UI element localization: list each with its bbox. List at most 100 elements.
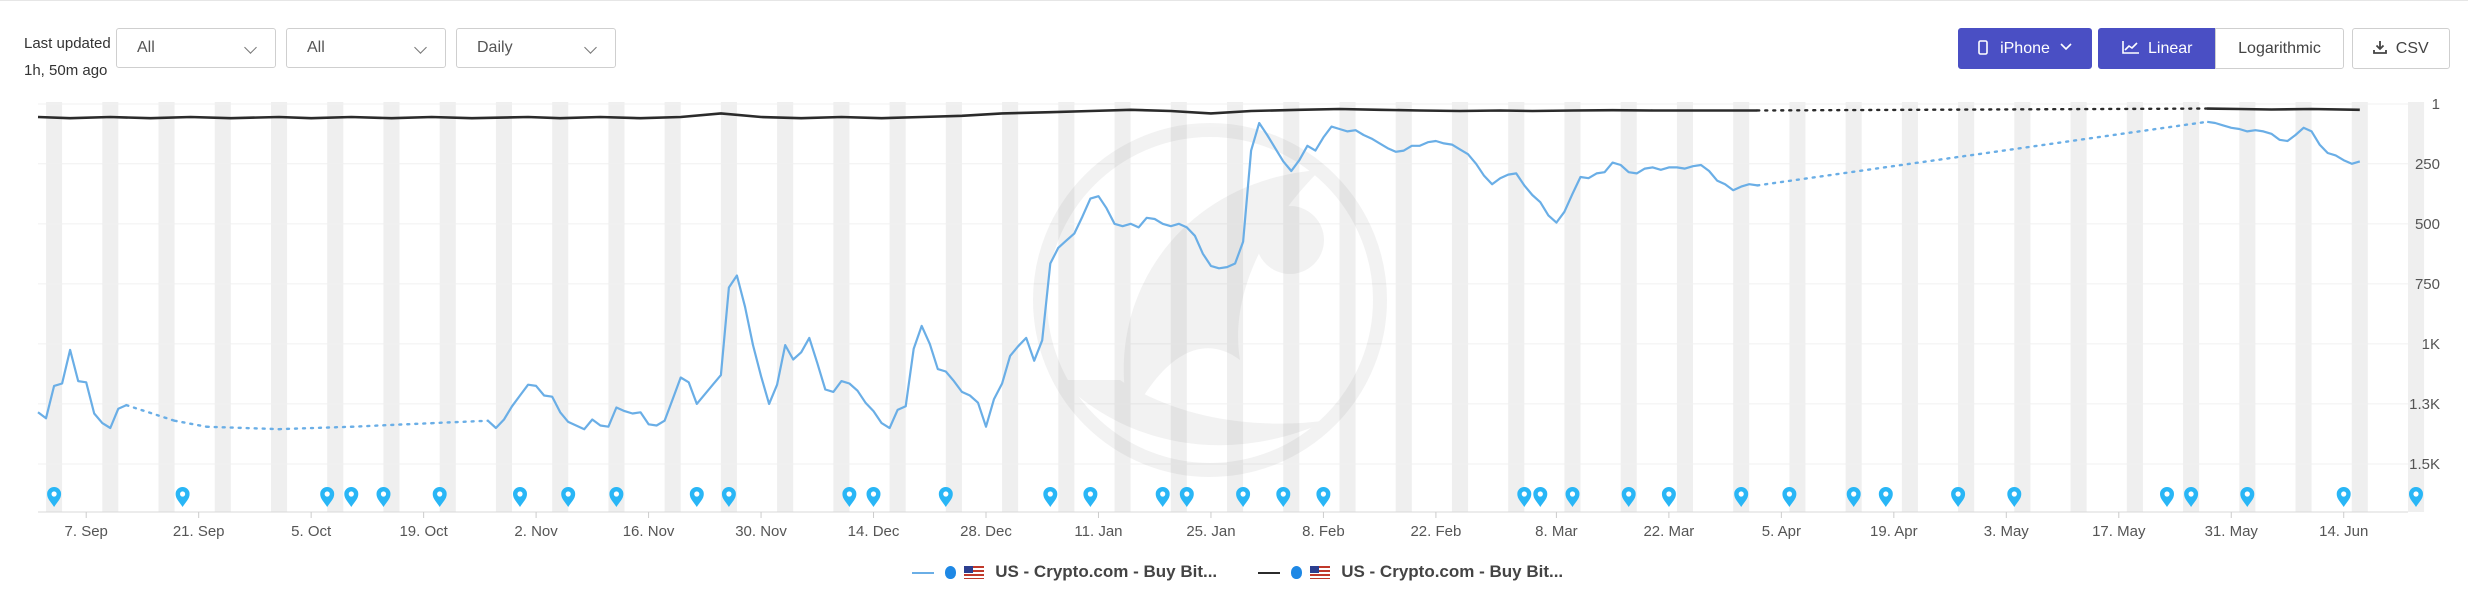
filter-dropdown-1-value: All (137, 39, 155, 56)
event-marker-icon (376, 487, 391, 507)
x-tick-label: 30. Nov (735, 523, 787, 540)
weekend-band (1620, 102, 1637, 512)
scale-linear-button[interactable]: Linear (2098, 28, 2216, 69)
legend-swatch-blue (912, 571, 934, 574)
weekend-band (495, 102, 512, 512)
event-marker-icon (320, 487, 335, 507)
legend-item-1[interactable]: US - Crypto.com - Buy Bit... (912, 562, 1217, 582)
x-tick-label: 7. Sep (65, 523, 108, 540)
event-marker-icon (2409, 487, 2423, 507)
event-marker-icon (175, 487, 190, 507)
event-marker-icon (1951, 487, 1966, 507)
x-tick-label: 19. Oct (399, 523, 448, 540)
weekend-band (777, 102, 794, 512)
event-marker-icon (344, 487, 359, 507)
weekend-band (214, 102, 231, 512)
event-marker-icon (1316, 487, 1331, 507)
event-marker-icon (1043, 487, 1058, 507)
x-tick-label: 8. Feb (1302, 523, 1345, 540)
series-line-dark (2207, 107, 2360, 112)
weekend-band (102, 102, 119, 512)
weekend-band (1958, 102, 1975, 512)
weekend-band (2183, 102, 2200, 512)
event-marker-icon (1734, 487, 1749, 507)
event-marker-icon (689, 487, 704, 507)
series-line-blue (2207, 120, 2361, 165)
y-tick-label: 1.3K (2409, 396, 2440, 413)
weekend-band (439, 102, 456, 512)
event-marker-icon (1276, 487, 1291, 507)
series-line-dark (37, 107, 1758, 120)
last-updated-time: 1h, 50m ago (24, 62, 108, 79)
chevron-down-icon (2060, 43, 2072, 51)
event-marker-icon (1155, 487, 1170, 507)
scale-logarithmic-button[interactable]: Logarithmic (2215, 28, 2344, 69)
weekend-band (2239, 102, 2256, 512)
event-marker-icon (1179, 487, 1194, 507)
weekend-band (552, 102, 569, 512)
legend-item-2[interactable]: US - Crypto.com - Buy Bit... (1258, 562, 1563, 582)
event-marker-icon (2336, 487, 2351, 507)
x-tick-label: 16. Nov (623, 523, 675, 540)
x-tick-label: 31. May (2205, 523, 2259, 540)
event-marker-icon (47, 487, 62, 507)
apple-icon (1290, 566, 1302, 580)
x-tick-label: 21. Sep (173, 523, 225, 540)
legend-item-1-label: US - Crypto.com - Buy Bit... (995, 562, 1218, 581)
series-gap-blue (430, 419, 490, 425)
device-select-button[interactable]: iPhone (1958, 28, 2092, 69)
x-tick-label: 14. Jun (2319, 523, 2368, 540)
x-tick-label: 5. Apr (1762, 523, 1801, 540)
filter-dropdown-2[interactable]: All (286, 28, 446, 68)
event-marker-icon (1236, 487, 1251, 507)
event-marker-icon (1533, 487, 1548, 507)
weekend-band (327, 102, 344, 512)
x-tick-label: 22. Mar (1643, 523, 1694, 540)
x-tick-label: 8. Mar (1535, 523, 1578, 540)
interval-dropdown[interactable]: Daily (456, 28, 616, 68)
scale-logarithmic-label: Logarithmic (2238, 40, 2321, 57)
weekend-band (158, 102, 175, 512)
event-marker-icon (866, 487, 881, 507)
weekend-band (1845, 102, 1862, 512)
weekend-band (383, 102, 400, 512)
series-gap-blue (125, 403, 176, 422)
watermark-logo (1033, 123, 1387, 477)
weekend-band (1676, 102, 1693, 512)
legend-item-2-label: US - Crypto.com - Buy Bit... (1341, 562, 1564, 581)
x-tick-label: 11. Jan (1074, 523, 1122, 540)
weekend-band (1227, 102, 1244, 512)
event-marker-icon (938, 487, 953, 507)
filter-dropdown-1[interactable]: All (116, 28, 276, 68)
weekend-band (2014, 102, 2031, 512)
scale-linear-label: Linear (2147, 40, 2193, 57)
filter-dropdown-2-value: All (307, 39, 325, 56)
y-tick-label: 250 (2415, 156, 2440, 173)
weekend-band (1002, 102, 1019, 512)
event-marker-icon (1782, 487, 1797, 507)
csv-export-button[interactable]: CSV (2352, 28, 2450, 69)
event-marker-icon (1878, 487, 1893, 507)
x-tick-label: 2. Nov (514, 523, 558, 540)
weekend-band (1283, 102, 1300, 512)
event-marker-icon (1083, 487, 1098, 507)
weekend-band (1114, 102, 1131, 512)
series-line-blue (487, 121, 1758, 431)
download-icon (2373, 41, 2388, 55)
series-gap-dark (1756, 107, 2209, 112)
event-marker-icon (513, 487, 527, 507)
event-marker-icon (1621, 487, 1636, 507)
event-marker-icon (2184, 487, 2199, 507)
weekend-band (945, 102, 962, 512)
series-gap-blue (173, 419, 208, 428)
weekend-band (1339, 102, 1356, 512)
weekend-band (833, 102, 850, 512)
series-gap-blue (350, 421, 433, 428)
x-tick-label: 17. May (2092, 523, 2146, 540)
weekend-band (2070, 102, 2087, 512)
event-marker-icon (1846, 487, 1861, 507)
last-updated-label: Last updated (24, 35, 111, 52)
legend-swatch-dark (1258, 571, 1280, 574)
event-marker-icon (842, 487, 857, 507)
